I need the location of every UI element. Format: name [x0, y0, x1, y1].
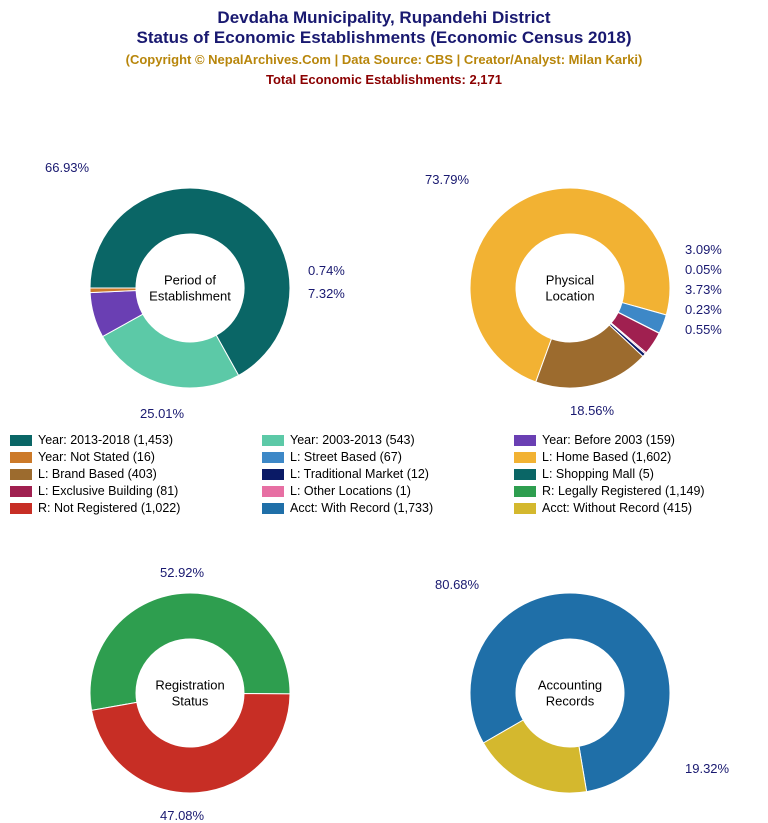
legend-text: L: Shopping Mall (5)	[542, 467, 654, 481]
legend-text: L: Traditional Market (12)	[290, 467, 429, 481]
pct-label: 47.08%	[160, 808, 204, 823]
legend-swatch	[262, 469, 284, 480]
legend-text: L: Street Based (67)	[290, 450, 402, 464]
legend-swatch	[514, 469, 536, 480]
pct-label: 25.01%	[140, 406, 184, 421]
legend-text: Acct: With Record (1,733)	[290, 501, 433, 515]
pct-label: 0.74%	[308, 263, 345, 278]
legend-text: L: Exclusive Building (81)	[38, 484, 178, 498]
legend-item: Year: 2003-2013 (543)	[262, 433, 506, 447]
legend-item: Acct: Without Record (415)	[514, 501, 758, 515]
legend-item: Acct: With Record (1,733)	[262, 501, 506, 515]
legend-swatch	[262, 452, 284, 463]
pct-label: 0.23%	[685, 302, 722, 317]
legend-item: L: Brand Based (403)	[10, 467, 254, 481]
chart-center-label: Accounting Records	[520, 678, 620, 709]
pct-label: 80.68%	[435, 577, 479, 592]
legend-item: Year: 2013-2018 (1,453)	[10, 433, 254, 447]
legend-item: L: Traditional Market (12)	[262, 467, 506, 481]
chart-center-label: Physical Location	[520, 273, 620, 304]
legend-swatch	[514, 452, 536, 463]
pct-label: 52.92%	[160, 565, 204, 580]
header: Devdaha Municipality, Rupandehi District…	[0, 0, 768, 93]
title-line-2: Status of Economic Establishments (Econo…	[10, 28, 758, 48]
legend-item: R: Legally Registered (1,149)	[514, 484, 758, 498]
subtitle-total: Total Economic Establishments: 2,171	[10, 71, 758, 89]
legend-item: Year: Before 2003 (159)	[514, 433, 758, 447]
legend-swatch	[10, 452, 32, 463]
legend-text: Year: 2003-2013 (543)	[290, 433, 415, 447]
legend-text: Year: Not Stated (16)	[38, 450, 155, 464]
title-line-1: Devdaha Municipality, Rupandehi District	[10, 8, 758, 28]
pct-label: 73.79%	[425, 172, 469, 187]
legend-swatch	[10, 435, 32, 446]
chart-accounting: Accounting Records80.68%19.32%	[460, 583, 680, 803]
legend-item: L: Exclusive Building (81)	[10, 484, 254, 498]
pct-label: 0.55%	[685, 322, 722, 337]
legend-swatch	[514, 435, 536, 446]
legend-text: Year: Before 2003 (159)	[542, 433, 675, 447]
chart-center-label: Period of Establishment	[140, 273, 240, 304]
chart-center-label: Registration Status	[140, 678, 240, 709]
legend-item: L: Street Based (67)	[262, 450, 506, 464]
legend: Year: 2013-2018 (1,453) Year: 2003-2013 (…	[10, 433, 758, 515]
legend-text: L: Other Locations (1)	[290, 484, 411, 498]
pct-label: 7.32%	[308, 286, 345, 301]
subtitle-copyright: (Copyright © NepalArchives.Com | Data So…	[10, 51, 758, 69]
pct-label: 3.09%	[685, 242, 722, 257]
chart-registration: Registration Status52.92%47.08%	[80, 583, 300, 803]
pct-label: 19.32%	[685, 761, 729, 776]
legend-text: Acct: Without Record (415)	[542, 501, 692, 515]
legend-swatch	[10, 469, 32, 480]
legend-swatch	[10, 503, 32, 514]
legend-swatch	[262, 435, 284, 446]
legend-swatch	[10, 486, 32, 497]
legend-text: R: Not Registered (1,022)	[38, 501, 180, 515]
legend-item: L: Home Based (1,602)	[514, 450, 758, 464]
legend-swatch	[514, 503, 536, 514]
legend-text: Year: 2013-2018 (1,453)	[38, 433, 173, 447]
legend-swatch	[262, 503, 284, 514]
chart-period: Period of Establishment66.93%25.01%7.32%…	[80, 178, 300, 398]
legend-swatch	[514, 486, 536, 497]
legend-item: L: Other Locations (1)	[262, 484, 506, 498]
legend-text: L: Brand Based (403)	[38, 467, 157, 481]
chart-location: Physical Location73.79%3.09%0.05%3.73%0.…	[460, 178, 680, 398]
legend-item: Year: Not Stated (16)	[10, 450, 254, 464]
pct-label: 66.93%	[45, 160, 89, 175]
legend-item: R: Not Registered (1,022)	[10, 501, 254, 515]
legend-text: R: Legally Registered (1,149)	[542, 484, 705, 498]
pct-label: 3.73%	[685, 282, 722, 297]
pct-label: 18.56%	[570, 403, 614, 418]
legend-item: L: Shopping Mall (5)	[514, 467, 758, 481]
pct-label: 0.05%	[685, 262, 722, 277]
legend-swatch	[262, 486, 284, 497]
legend-text: L: Home Based (1,602)	[542, 450, 671, 464]
